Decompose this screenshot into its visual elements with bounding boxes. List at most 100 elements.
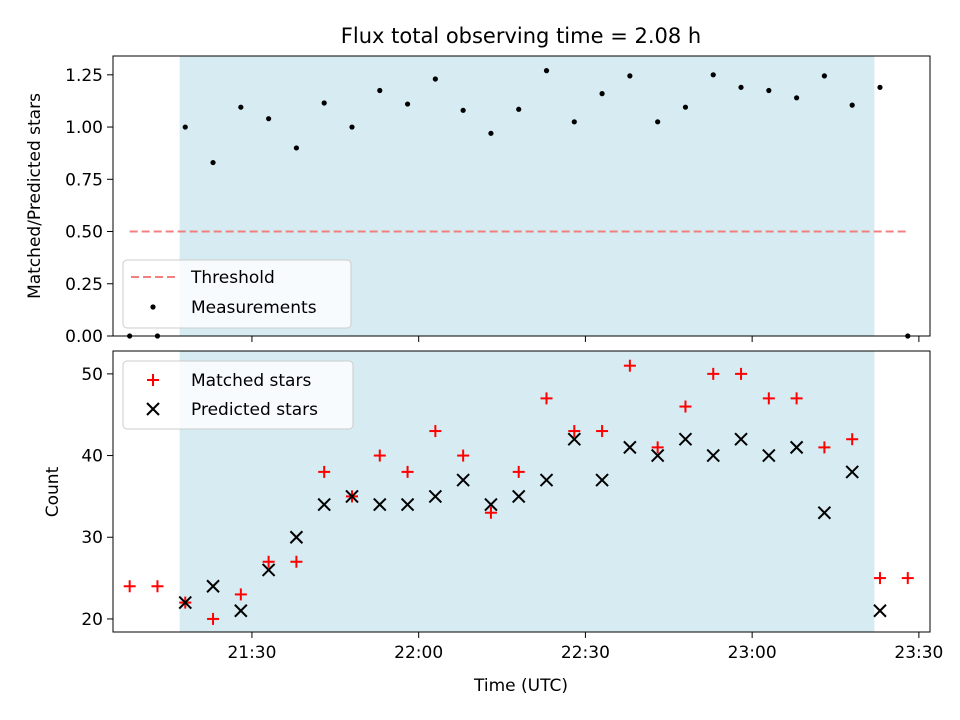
measurement-point (877, 84, 883, 90)
measurement-point (488, 130, 494, 136)
measurement-point (377, 87, 383, 94)
top-ytick-label: 0.00 (65, 327, 103, 347)
matched-stars-marks (123, 359, 914, 625)
measurement-point (266, 116, 272, 122)
top-y-ticks: 0.00 0.25 0.50 0.75 1.00 1.25 (65, 66, 113, 347)
predicted-star-point (845, 465, 859, 479)
bottom-plot-frame (112, 350, 931, 633)
bottom-y-ticks: 20 30 40 50 (81, 365, 113, 630)
measurement-point (627, 73, 633, 79)
legend-matched-label: Matched stars (191, 371, 311, 391)
predicted-star-point (373, 497, 387, 512)
top-ytick-label: 0.50 (65, 223, 103, 243)
bot-ytick-label: 50 (81, 365, 103, 385)
measurement-point (821, 73, 828, 79)
predicted-star-point (762, 448, 776, 463)
top-panel: 0.00 0.25 0.50 0.75 1.00 1.25 Flux total obse… (25, 24, 931, 347)
bottom-legend-box (122, 360, 354, 430)
matched-star-point (373, 449, 386, 462)
bottom-y-axis-label: Count (43, 466, 63, 517)
predicted-star-point (484, 497, 498, 512)
measurement-point (210, 159, 216, 166)
matched-star-point (623, 359, 636, 372)
legend-threshold-label: Threshold (190, 268, 275, 288)
top-ytick-label: 1.00 (65, 118, 103, 138)
predicted-star-point (428, 489, 443, 504)
matched-star-point (873, 572, 886, 585)
matched-star-point (457, 449, 470, 462)
predicted-star-point (289, 530, 304, 544)
predicted-star-point (345, 489, 359, 504)
measurement-point (655, 119, 661, 125)
matched-star-point (151, 580, 164, 593)
top-ytick-label: 0.75 (65, 170, 103, 190)
bot-ytick-label: 20 (81, 610, 103, 630)
measurement-point (432, 76, 438, 82)
measurement-point (349, 124, 355, 130)
measurement-point (571, 119, 577, 125)
predicted-star-point (678, 432, 693, 446)
measurement-point (182, 124, 188, 130)
measurement-point (404, 101, 411, 107)
matched-star-point (262, 555, 275, 568)
measurement-point (599, 91, 605, 97)
predicted-star-point (206, 579, 220, 593)
predicted-star-point (623, 440, 637, 455)
top-x-ticks (251, 336, 920, 342)
matched-star-point (484, 506, 497, 519)
matched-star-point (596, 425, 609, 438)
predicted-star-point (261, 563, 276, 577)
predicted-star-point (456, 473, 470, 487)
top-ytick-label: 1.25 (65, 66, 103, 86)
matched-star-point (123, 580, 136, 593)
bot-ytick-label: 30 (81, 528, 103, 548)
bot-ytick-label: 40 (81, 447, 103, 467)
matched-star-point (651, 441, 664, 454)
top-measurement-marks (127, 68, 911, 339)
matched-star-point (290, 555, 303, 568)
matched-star-point (318, 465, 331, 478)
matched-star-point (512, 465, 525, 478)
measurement-point (794, 95, 800, 101)
top-plot-frame (112, 55, 931, 337)
legend-predicted-swatch (146, 402, 160, 416)
matched-star-point (762, 392, 775, 405)
xtick-label: 23:30 (894, 643, 943, 663)
measurement-point (738, 84, 744, 90)
predicted-star-point (706, 448, 720, 463)
matched-star-point (707, 367, 720, 380)
predicted-star-point (512, 489, 526, 504)
legend-predicted-label: Predicted stars (191, 400, 318, 420)
legend-matched-swatch (147, 374, 159, 386)
x-axis-label: Time (UTC) (473, 676, 568, 696)
measurement-point (293, 145, 300, 151)
measurement-point (321, 100, 327, 106)
measurement-point (849, 102, 855, 108)
predicted-star-point (817, 506, 832, 520)
predicted-star-point (734, 432, 748, 446)
measurement-point (682, 104, 689, 110)
matched-star-point (846, 433, 859, 446)
measurement-point (766, 87, 772, 94)
predicted-star-point (650, 448, 665, 463)
matched-star-point (540, 392, 553, 405)
bottom-x-ticks: 21:30 22:00 22:30 23:00 23:30 (227, 632, 943, 663)
predicted-star-point (400, 497, 415, 512)
matched-star-point (679, 400, 692, 413)
matched-star-point (207, 612, 220, 625)
matched-star-point (429, 425, 442, 438)
xtick-label: 22:30 (561, 643, 610, 663)
matched-star-point (401, 465, 414, 478)
predicted-star-point (789, 440, 804, 455)
top-legend-box (122, 259, 352, 329)
bottom-legend: Matched stars Predicted stars (122, 360, 354, 430)
measurement-point (710, 72, 716, 78)
predicted-star-point (234, 604, 248, 618)
predicted-star-point (873, 604, 887, 618)
matched-star-point (818, 441, 831, 454)
predicted-star-point (178, 595, 192, 610)
matched-star-point (234, 588, 247, 601)
top-y-axis-label: Matched/Predicted stars (25, 93, 45, 299)
top-legend: Threshold Measurements (122, 259, 352, 329)
measurement-point (238, 104, 244, 110)
